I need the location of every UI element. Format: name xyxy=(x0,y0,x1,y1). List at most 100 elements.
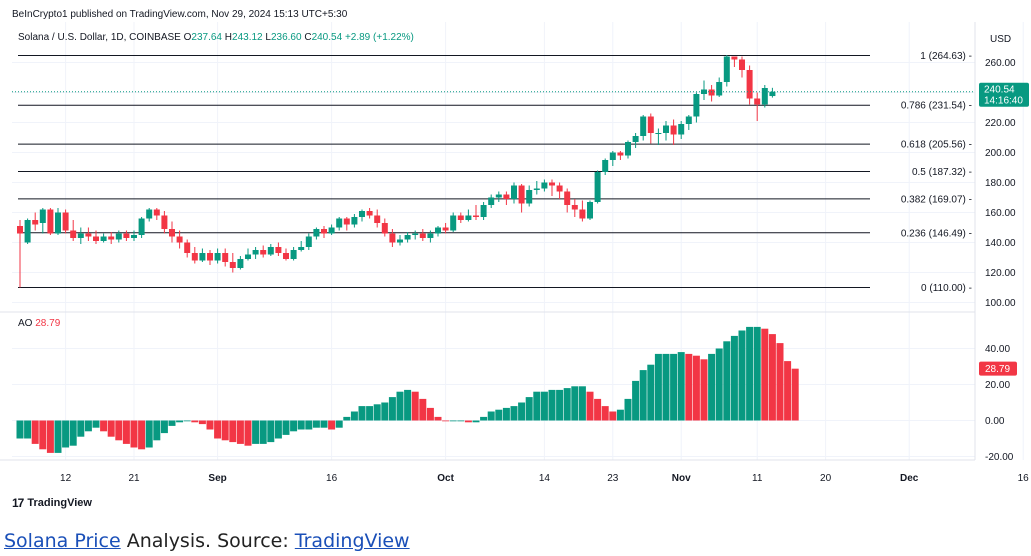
candle-body xyxy=(207,253,213,261)
fibonacci-levels: 1 (264.63) - 0.786 (231.54) - 0.618 (205.5… xyxy=(18,51,972,294)
ao-bar xyxy=(708,353,716,421)
ao-bar xyxy=(639,370,647,421)
ao-tick-label: 20.00 xyxy=(985,380,1010,391)
ao-bar xyxy=(115,420,123,441)
ao-bar xyxy=(100,420,108,432)
candle-body xyxy=(518,185,525,204)
candle-body xyxy=(473,215,479,217)
ao-bar xyxy=(54,420,62,453)
candle-body xyxy=(587,202,593,219)
ao-bar xyxy=(31,420,39,444)
candle-body xyxy=(488,197,495,205)
price-tick-label: 200.00 xyxy=(985,148,1016,159)
tradingview-logo[interactable]: 17 TradingView xyxy=(12,496,92,510)
candle-body xyxy=(77,233,84,238)
ao-bar xyxy=(290,420,298,432)
candle-body xyxy=(237,259,244,268)
fib-level-label: 0.5 (187.32) - xyxy=(912,167,972,178)
ao-bar xyxy=(761,328,769,421)
candle-body xyxy=(275,247,282,253)
ao-bar xyxy=(153,420,161,441)
ao-bar xyxy=(92,420,100,428)
ao-bar xyxy=(609,411,617,421)
candle-body xyxy=(153,209,160,216)
candle-body xyxy=(351,217,358,225)
candle-body xyxy=(556,185,563,192)
ao-bar xyxy=(449,420,457,422)
candle-body xyxy=(609,152,616,160)
candle-body xyxy=(214,253,221,261)
candle-body xyxy=(24,220,31,243)
ao-legend[interactable]: AO 28.79 xyxy=(18,318,61,329)
ao-bar xyxy=(236,420,244,444)
time-tick-label: 12 xyxy=(60,473,72,484)
candle-body xyxy=(435,227,441,234)
ao-bar xyxy=(746,326,754,421)
ao-value-badge xyxy=(979,361,1017,376)
solana-price-link[interactable]: Solana Price xyxy=(4,530,121,552)
ao-bar xyxy=(305,420,313,430)
candle-body xyxy=(389,233,396,243)
ao-bar xyxy=(388,397,396,421)
ao-tick-label: 40.00 xyxy=(985,344,1010,355)
time-tick-label: Dec xyxy=(900,473,919,484)
ao-bar xyxy=(518,402,526,421)
legend-part: Solana / U.S. Dollar, 1D, COINBASE xyxy=(18,32,184,43)
last-price-countdown: 14:16:40 xyxy=(984,96,1023,107)
caption-middle: Analysis. Source: xyxy=(120,530,295,552)
candle-body xyxy=(670,125,677,135)
candle-body xyxy=(85,233,92,237)
ao-bar xyxy=(39,420,47,450)
ao-bar xyxy=(442,420,450,422)
tradingview-source-link[interactable]: TradingView xyxy=(294,530,410,552)
legend-part: 237.64 xyxy=(191,32,224,43)
ao-bar xyxy=(738,330,746,421)
candle-body xyxy=(146,209,153,219)
candle-body xyxy=(374,215,381,223)
ao-bar xyxy=(160,420,168,434)
symbol-legend[interactable]: Solana / U.S. Dollar, 1D, COINBASE O237.… xyxy=(18,32,414,43)
candle-body xyxy=(495,194,502,198)
last-price-badge xyxy=(979,82,1029,107)
ao-bar xyxy=(480,416,488,421)
ao-bar xyxy=(647,364,655,421)
candle-body xyxy=(381,223,388,234)
candle-body xyxy=(442,227,449,231)
candle-body xyxy=(632,136,639,142)
ao-bar xyxy=(77,420,85,437)
ao-bar xyxy=(381,402,389,421)
candle-body xyxy=(55,212,61,234)
ao-bar xyxy=(525,397,533,421)
ao-bar xyxy=(654,353,662,421)
candle-body xyxy=(336,218,343,228)
ao-bar xyxy=(723,341,731,421)
ao-bar xyxy=(685,353,693,421)
ao-bar xyxy=(221,420,229,441)
ao-bar xyxy=(502,407,510,421)
ao-bar xyxy=(616,409,624,421)
ao-bar xyxy=(107,420,115,437)
ao-bar xyxy=(176,420,184,423)
last-price-value: 240.54 xyxy=(984,85,1015,96)
candle-body xyxy=(108,236,115,240)
ao-bar xyxy=(586,391,594,421)
legend-part: 236.60 xyxy=(271,32,304,43)
ao-bar xyxy=(768,334,776,421)
candle-body xyxy=(131,235,137,238)
chart-area[interactable]: 1 (264.63) - 0.786 (231.54) - 0.618 (205.5… xyxy=(0,22,1031,492)
ao-bar xyxy=(259,420,267,444)
ao-bar xyxy=(540,391,548,421)
time-tick-label: Oct xyxy=(437,473,454,484)
time-tick-label: 20 xyxy=(820,473,832,484)
chart-svg[interactable]: 1 (264.63) - 0.786 (231.54) - 0.618 (205.5… xyxy=(0,22,1031,492)
candle-body xyxy=(328,227,335,234)
candle-body xyxy=(245,254,251,259)
tradingview-mark-icon: 17 xyxy=(12,496,24,510)
currency-label[interactable]: USD xyxy=(990,34,1011,45)
ao-bar xyxy=(335,420,343,428)
ao-bar xyxy=(24,420,32,439)
ao-bar xyxy=(145,420,153,448)
fib-level-label: 0.786 (231.54) - xyxy=(901,101,972,112)
candle-body xyxy=(404,235,411,240)
ao-bar xyxy=(62,420,70,448)
